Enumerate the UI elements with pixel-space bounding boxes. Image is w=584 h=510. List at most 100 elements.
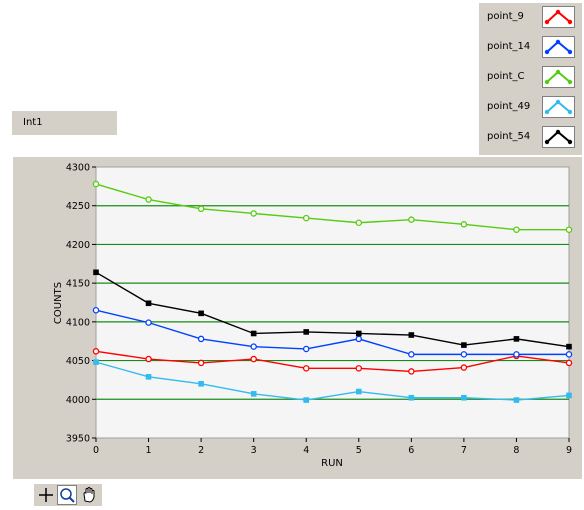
y-tick-label: 4100 bbox=[66, 317, 90, 328]
x-tick-label: 4 bbox=[303, 445, 309, 456]
x-axis-label: RUN bbox=[321, 458, 343, 469]
data-point bbox=[408, 368, 415, 375]
data-point bbox=[566, 343, 572, 350]
legend-label: point_14 bbox=[487, 41, 531, 52]
data-point bbox=[92, 306, 100, 314]
data-point bbox=[355, 330, 362, 337]
data-point bbox=[355, 365, 363, 372]
data-point bbox=[408, 351, 415, 358]
data-point bbox=[302, 214, 310, 222]
y-axis-ticks: 3950 4000 4050 4100 4150 4200 4250 4300 bbox=[66, 163, 96, 445]
data-point bbox=[197, 359, 205, 367]
y-tick-label: 3950 bbox=[66, 434, 90, 445]
data-point bbox=[145, 319, 152, 326]
y-tick-label: 4250 bbox=[66, 201, 90, 212]
data-point bbox=[355, 335, 363, 343]
plot-series bbox=[92, 180, 573, 403]
y-tick-label: 4150 bbox=[66, 279, 90, 290]
legend-label: point_9 bbox=[487, 11, 524, 22]
data-point bbox=[250, 355, 257, 363]
legend-swatch-icon[interactable] bbox=[542, 66, 575, 88]
legend-label: point_54 bbox=[487, 131, 531, 142]
legend-item[interactable]: point_49 bbox=[479, 93, 582, 123]
legend-item[interactable]: point_C bbox=[479, 63, 582, 93]
data-point bbox=[145, 196, 152, 203]
data-point bbox=[250, 330, 257, 337]
series-line-point_54 bbox=[95, 271, 570, 348]
data-point bbox=[461, 394, 467, 401]
series-line-point_49 bbox=[95, 361, 570, 401]
graph-palette-toolbar bbox=[34, 484, 102, 506]
data-point bbox=[565, 226, 573, 233]
data-point bbox=[250, 391, 257, 397]
data-point bbox=[565, 351, 573, 358]
legend-item[interactable]: point_54 bbox=[479, 123, 582, 153]
x-tick-label: 0 bbox=[93, 445, 99, 456]
data-point bbox=[145, 374, 152, 380]
data-point bbox=[460, 221, 468, 228]
series-line-point_9 bbox=[95, 350, 570, 373]
data-point bbox=[198, 310, 204, 317]
data-point bbox=[513, 351, 520, 358]
series-line-point_14 bbox=[95, 309, 569, 356]
y-axis-label: COUNTS bbox=[53, 282, 64, 324]
y-tick-label: 4200 bbox=[66, 240, 90, 251]
pan-hand-icon[interactable] bbox=[79, 485, 99, 505]
data-point bbox=[408, 216, 415, 223]
data-point bbox=[513, 397, 520, 403]
data-point bbox=[565, 359, 573, 367]
data-point bbox=[92, 180, 100, 188]
x-tick-label: 1 bbox=[146, 445, 152, 456]
data-point bbox=[461, 342, 467, 348]
data-point bbox=[460, 351, 468, 358]
y-tick-label: 4000 bbox=[66, 395, 90, 406]
data-point bbox=[408, 332, 415, 338]
legend-swatch-icon[interactable] bbox=[542, 96, 575, 118]
data-point bbox=[408, 394, 415, 401]
data-point bbox=[566, 392, 572, 399]
data-point bbox=[250, 210, 257, 217]
x-tick-label: 9 bbox=[566, 445, 572, 456]
legend-item[interactable]: point_14 bbox=[479, 33, 582, 63]
data-point bbox=[197, 335, 205, 343]
crosshair-cursor-icon[interactable] bbox=[36, 485, 56, 505]
legend-label: point_49 bbox=[487, 101, 531, 112]
x-tick-label: 7 bbox=[461, 445, 467, 456]
x-tick-label: 2 bbox=[198, 445, 204, 456]
data-point bbox=[198, 381, 204, 387]
data-point bbox=[303, 397, 310, 403]
x-axis-ticks: 0 1 2 3 4 5 6 7 8 9 bbox=[93, 438, 572, 456]
y-tick-label: 4300 bbox=[66, 163, 90, 174]
x-tick-label: 3 bbox=[251, 445, 257, 456]
data-point bbox=[460, 364, 468, 371]
series-line-point_C bbox=[95, 183, 569, 231]
waveform-graph: 3950 4000 4050 4100 4150 4200 4250 4300 0 1 2 3 4 5 6… bbox=[13, 157, 582, 479]
data-point bbox=[145, 355, 152, 363]
data-point bbox=[93, 269, 99, 276]
int1-indicator-label: Int1 bbox=[12, 111, 117, 135]
data-point bbox=[250, 343, 257, 350]
data-point bbox=[355, 388, 362, 395]
plot-legend: point_9 point_14 point_C point_49 point_54 bbox=[479, 3, 582, 155]
data-point bbox=[513, 336, 520, 342]
data-point bbox=[303, 329, 310, 335]
legend-swatch-icon[interactable] bbox=[542, 36, 575, 58]
data-point bbox=[513, 226, 520, 233]
data-point bbox=[197, 205, 205, 213]
plot-area bbox=[95, 166, 570, 439]
data-point bbox=[145, 300, 152, 307]
legend-swatch-icon[interactable] bbox=[542, 126, 575, 148]
legend-label: point_C bbox=[487, 71, 525, 82]
legend-swatch-icon[interactable] bbox=[542, 6, 575, 28]
data-point bbox=[92, 348, 100, 355]
data-point bbox=[302, 345, 310, 353]
zoom-icon[interactable] bbox=[57, 485, 77, 505]
chart-svg: 3950 4000 4050 4100 4150 4200 4250 4300 0 1 2 3 4 5 6… bbox=[53, 163, 573, 469]
legend-item[interactable]: point_9 bbox=[479, 3, 582, 33]
x-tick-label: 8 bbox=[513, 445, 519, 456]
data-point bbox=[302, 365, 310, 372]
y-tick-label: 4050 bbox=[66, 356, 90, 367]
x-tick-label: 5 bbox=[356, 445, 362, 456]
data-point bbox=[355, 219, 363, 226]
data-point bbox=[93, 359, 99, 365]
